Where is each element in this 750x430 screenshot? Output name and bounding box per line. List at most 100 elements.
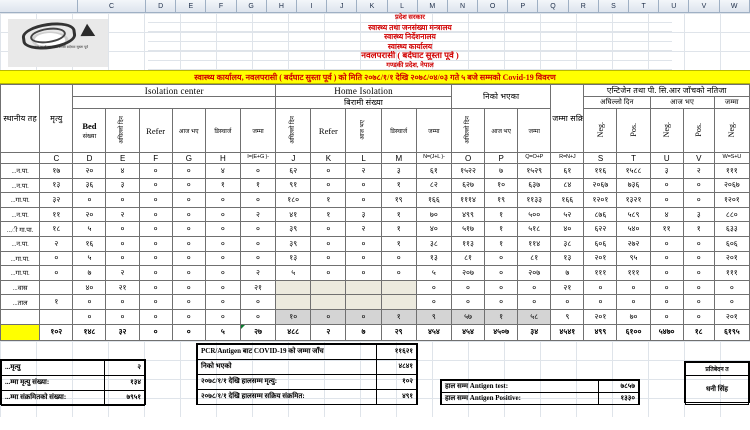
cell-j-11[interactable]: १० bbox=[275, 308, 312, 325]
cell-i-9[interactable]: २१ bbox=[239, 279, 277, 296]
cell-o-4[interactable]: ४९९ bbox=[450, 206, 486, 223]
summary-value[interactable]: ७९५१ bbox=[104, 389, 145, 406]
cell-i-12[interactable]: २७ bbox=[239, 323, 277, 341]
cell-n-6[interactable]: ३८ bbox=[415, 235, 452, 252]
cell-d-4[interactable]: २० bbox=[72, 206, 107, 223]
cell-k-2[interactable]: ० bbox=[310, 177, 347, 194]
cell-h-12[interactable]: ५ bbox=[204, 323, 241, 341]
cell-d-12[interactable]: १४८ bbox=[72, 323, 107, 341]
cell-u-4[interactable]: ४ bbox=[649, 206, 684, 223]
cell-v-4[interactable]: ३ bbox=[682, 206, 715, 223]
cell-o-8[interactable]: २०७ bbox=[450, 265, 486, 281]
cell-o-12[interactable]: ४५४ bbox=[450, 323, 486, 341]
cell-p-8[interactable]: ० bbox=[484, 265, 519, 281]
cell-t-9[interactable]: ० bbox=[616, 279, 651, 296]
cell-d-10[interactable]: ० bbox=[72, 294, 107, 310]
column-letter-h[interactable]: H bbox=[266, 0, 297, 12]
cell-d-1[interactable]: २० bbox=[72, 163, 107, 179]
cell-p-4[interactable]: १ bbox=[484, 206, 519, 223]
cell-u-8[interactable]: ० bbox=[649, 265, 684, 281]
cell-k-4[interactable]: १ bbox=[310, 206, 347, 223]
cell-m-7[interactable]: ० bbox=[380, 250, 417, 267]
column-letter-w[interactable]: W bbox=[719, 0, 750, 12]
cell-e-4[interactable]: २ bbox=[105, 206, 140, 223]
column-letter-d[interactable]: D bbox=[146, 0, 177, 12]
cell-n-2[interactable]: ८२ bbox=[415, 177, 452, 194]
summary-value[interactable]: १०२ bbox=[376, 373, 417, 390]
cell-k-7[interactable]: ० bbox=[310, 250, 347, 267]
cell-f-12[interactable]: ० bbox=[138, 323, 173, 341]
cell-c-8[interactable]: ० bbox=[39, 265, 74, 281]
cell-c-1[interactable]: १७ bbox=[39, 163, 74, 179]
cell-i-6[interactable]: ० bbox=[239, 235, 277, 252]
cell-w-1[interactable]: १११ bbox=[713, 163, 750, 179]
cell-n-12[interactable]: ४५४ bbox=[415, 323, 452, 341]
cell-c-5[interactable]: १८ bbox=[39, 221, 74, 237]
cell-u-10[interactable]: ० bbox=[649, 294, 684, 310]
cell-o-2[interactable]: ६२७ bbox=[450, 177, 486, 194]
cell-r-7[interactable]: १३ bbox=[550, 250, 585, 267]
cell-f-5[interactable]: ० bbox=[138, 221, 173, 237]
cell-m-10[interactable] bbox=[380, 294, 417, 310]
cell-o-5[interactable]: ५१७ bbox=[450, 221, 486, 237]
cell-w-2[interactable]: २०६७ bbox=[713, 177, 750, 194]
cell-n-1[interactable]: ६१ bbox=[415, 163, 452, 179]
summary-value[interactable]: ११६२१ bbox=[376, 343, 417, 360]
cell-e-2[interactable]: ३ bbox=[105, 177, 140, 194]
column-letter-f[interactable]: F bbox=[206, 0, 237, 12]
cell-g-2[interactable]: ० bbox=[171, 177, 206, 194]
cell-m-8[interactable]: ० bbox=[380, 265, 417, 281]
cell-q-1[interactable]: १५२९ bbox=[517, 163, 552, 179]
cell-c-3[interactable]: ३२ bbox=[39, 192, 74, 208]
cell-t-3[interactable]: १३२१ bbox=[616, 192, 651, 208]
cell-c-7[interactable]: ० bbox=[39, 250, 74, 267]
cell-j-12[interactable]: ४८८ bbox=[275, 323, 312, 341]
cell-w-3[interactable]: १२०१ bbox=[713, 192, 750, 208]
cell-j-6[interactable]: ३९ bbox=[275, 235, 312, 252]
cell-e-9[interactable]: २१ bbox=[105, 279, 140, 296]
cell-p-3[interactable]: १९ bbox=[484, 192, 519, 208]
cell-n-4[interactable]: ७० bbox=[415, 206, 452, 223]
cell-j-10[interactable] bbox=[275, 294, 312, 310]
summary-value[interactable]: ४८४१ bbox=[376, 358, 417, 375]
column-letter-s[interactable]: S bbox=[598, 0, 629, 12]
cell-g-11[interactable]: ० bbox=[171, 308, 206, 325]
cell-t-5[interactable]: ५४० bbox=[616, 221, 651, 237]
cell-m-12[interactable]: २९ bbox=[380, 323, 417, 341]
cell-h-3[interactable]: ० bbox=[204, 192, 241, 208]
cell-n-8[interactable]: ५ bbox=[415, 265, 452, 281]
cell-t-12[interactable]: ६१०० bbox=[616, 323, 651, 341]
column-letter-g[interactable]: G bbox=[236, 0, 267, 12]
cell-f-4[interactable]: ० bbox=[138, 206, 173, 223]
cell-v-10[interactable]: ० bbox=[682, 294, 715, 310]
cell-p-6[interactable]: १ bbox=[484, 235, 519, 252]
column-letter-b[interactable] bbox=[0, 0, 78, 12]
cell-d-11[interactable]: ० bbox=[72, 308, 107, 325]
cell-j-1[interactable]: ६२ bbox=[275, 163, 312, 179]
cell-t-7[interactable]: ९५ bbox=[616, 250, 651, 267]
cell-u-6[interactable]: ० bbox=[649, 235, 684, 252]
cell-g-12[interactable]: ० bbox=[171, 323, 206, 341]
cell-s-7[interactable]: २०१ bbox=[583, 250, 618, 267]
cell-h-2[interactable]: १ bbox=[204, 177, 241, 194]
cell-j-5[interactable]: ३९ bbox=[275, 221, 312, 237]
cell-l-8[interactable]: ० bbox=[345, 265, 382, 281]
cell-f-10[interactable]: ० bbox=[138, 294, 173, 310]
cell-w-4[interactable]: ८८० bbox=[713, 206, 750, 223]
cell-o-6[interactable]: ११३ bbox=[450, 235, 486, 252]
cell-g-4[interactable]: ० bbox=[171, 206, 206, 223]
column-letter-n[interactable]: N bbox=[447, 0, 479, 12]
cell-l-6[interactable]: ० bbox=[345, 235, 382, 252]
cell-r-1[interactable]: ६१ bbox=[550, 163, 585, 179]
cell-r-9[interactable]: २१ bbox=[550, 279, 585, 296]
column-letter-p[interactable]: P bbox=[508, 0, 539, 12]
cell-v-3[interactable]: ० bbox=[682, 192, 715, 208]
cell-q-9[interactable]: ० bbox=[517, 279, 552, 296]
cell-l-3[interactable]: ० bbox=[345, 192, 382, 208]
cell-p-9[interactable]: ० bbox=[484, 279, 519, 296]
cell-g-7[interactable]: ० bbox=[171, 250, 206, 267]
cell-u-9[interactable]: ० bbox=[649, 279, 684, 296]
cell-i-8[interactable]: २ bbox=[239, 265, 277, 281]
column-letter-c[interactable]: C bbox=[78, 0, 146, 12]
cell-m-3[interactable]: १९ bbox=[380, 192, 417, 208]
